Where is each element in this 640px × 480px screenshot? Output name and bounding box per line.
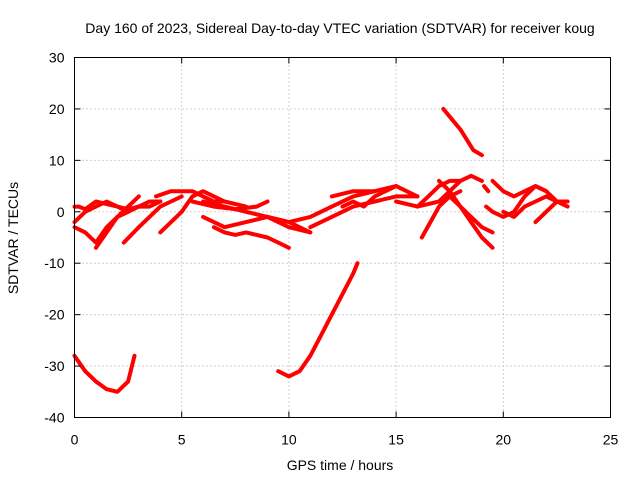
y-tick-label: -20	[44, 307, 64, 323]
y-tick-label: 30	[49, 50, 65, 66]
y-tick-label: 20	[49, 101, 65, 117]
grid	[74, 57, 611, 418]
series-line-arc-04	[93, 199, 163, 250]
series-line-arc-25	[501, 194, 559, 219]
y-tick-label: -40	[44, 410, 64, 426]
series-line-arc-10	[211, 225, 291, 250]
y-tick-label: -10	[44, 255, 64, 271]
series-line-arc-19	[415, 173, 484, 209]
series-line-arc-21	[419, 189, 463, 240]
x-axis-label: GPS time / hours	[287, 457, 394, 473]
series-line-arc-12	[201, 199, 313, 235]
x-tick-label: 0	[71, 432, 79, 448]
y-tick-label: 0	[57, 204, 65, 220]
y-tick-label: -30	[44, 358, 64, 374]
series-line-arc-09	[201, 214, 313, 235]
x-tick-label: 5	[178, 432, 186, 448]
series-line-arc-28	[484, 194, 527, 219]
series-line-arc-29	[482, 184, 491, 194]
series-line-arc-01	[72, 194, 141, 245]
x-tick-label: 25	[603, 432, 619, 448]
series-layer	[72, 106, 570, 394]
y-axis-label: SDTVAR / TECUs	[5, 182, 21, 294]
series-line-arc-05	[121, 194, 184, 245]
y-tick-label: 10	[49, 152, 65, 168]
series-line-arc-13	[276, 261, 360, 379]
series-line-arc-17	[340, 184, 399, 209]
series-line-arc-03	[72, 199, 163, 212]
series-line-arc-07	[154, 189, 248, 209]
plot-frame	[74, 57, 611, 418]
series-line-arc-22	[447, 194, 495, 235]
chart-title: Day 160 of 2023, Sidereal Day-to-day VTE…	[85, 20, 594, 36]
series-line-arc-16	[329, 184, 420, 199]
series-line-arc-14	[265, 189, 377, 225]
x-tick-label: 15	[388, 432, 404, 448]
x-tick-label: 20	[496, 432, 512, 448]
series-line-arc-08	[72, 353, 137, 394]
x-tick-label: 10	[281, 432, 297, 448]
series-line-arc-23	[441, 106, 484, 158]
tick-labels: 0 5 10 15 20 25 -40 -30 -20 -10 0 10 20 30	[44, 50, 618, 448]
series-line-arc-18	[394, 178, 463, 209]
series-line-arc-27	[533, 199, 570, 225]
ticks	[74, 57, 611, 418]
